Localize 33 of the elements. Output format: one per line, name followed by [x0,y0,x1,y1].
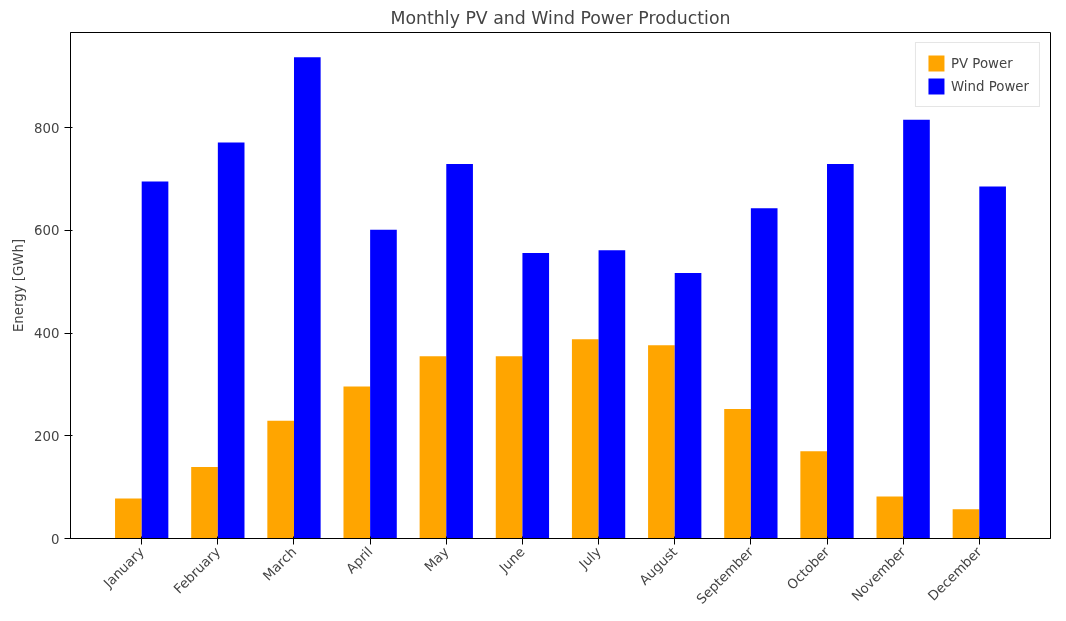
bar [293,57,321,539]
y-tick-label: 800 [34,120,60,136]
bar [827,164,854,539]
bar [446,164,473,539]
bar [598,250,626,539]
bar [648,345,675,539]
bar [419,356,447,539]
bar [343,386,371,539]
bar [267,420,294,539]
bar [903,119,930,539]
bar [571,339,599,539]
bar [495,356,523,539]
bar [191,467,218,539]
bar [952,509,980,539]
bar [115,498,142,539]
chart-title: Monthly PV and Wind Power Production [390,7,731,28]
bar [979,186,1006,539]
y-axis-title: Energy [GWh] [11,238,27,333]
legend-label: Wind Power [950,78,1029,94]
legend-label: PV Power [950,55,1013,71]
bar [674,272,702,539]
bar [750,208,778,539]
bar [724,409,751,539]
bar [141,181,169,539]
bar [217,142,245,539]
bar [876,496,904,539]
bar [522,252,550,539]
y-tick-label: 400 [34,326,60,342]
y-tick-label: 0 [51,531,60,547]
bar [370,229,397,539]
y-tick-label: 600 [34,223,60,239]
bar [800,451,828,539]
y-tick-label: 200 [34,428,60,444]
